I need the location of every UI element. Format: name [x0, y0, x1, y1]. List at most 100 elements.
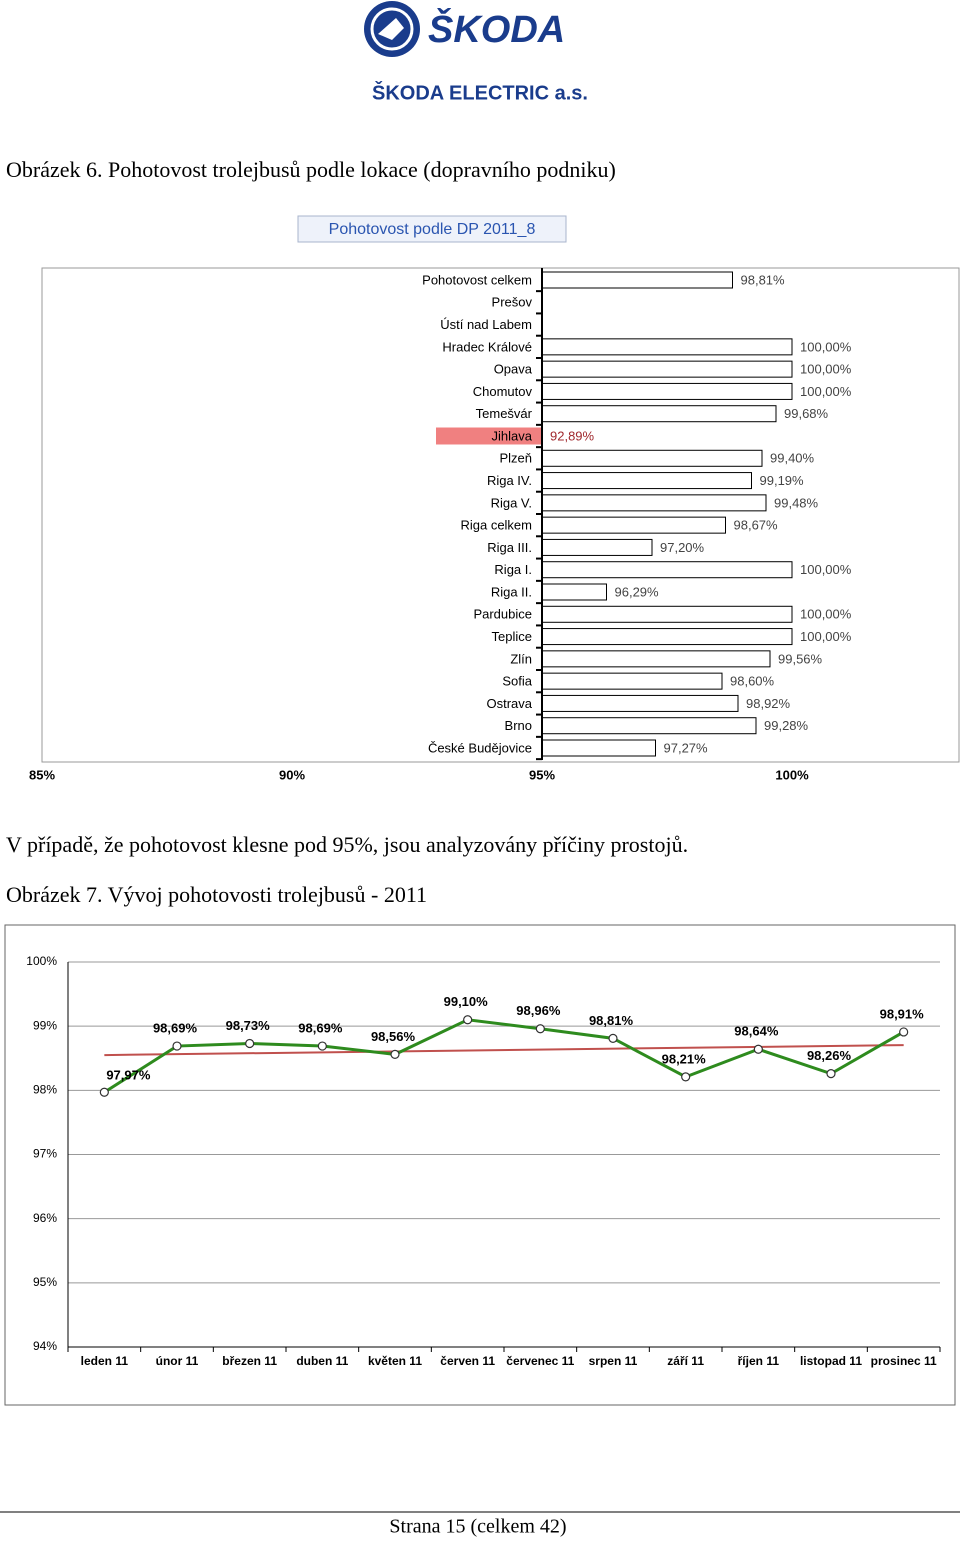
bar: [541, 561, 793, 579]
bar: [541, 382, 793, 400]
category-label: Riga III.: [487, 540, 532, 555]
bar: [541, 583, 607, 601]
x-tick-label: srpen 11: [588, 1354, 638, 1368]
x-tick-label: březen 11: [222, 1354, 277, 1368]
category-label: Pohotovost celkem: [422, 272, 532, 287]
category-label: Jihlava: [492, 428, 533, 443]
chart-title: Pohotovost podle DP 2011_8: [329, 221, 536, 238]
value-label: 100,00%: [800, 362, 852, 377]
value-label: 98,64%: [734, 1024, 779, 1039]
value-label: 100,00%: [800, 384, 852, 399]
value-label: 98,67%: [734, 518, 779, 533]
bar: [541, 739, 656, 757]
x-tick-label-box: březen 11: [222, 1354, 277, 1368]
caption: Obrázek 7. Vývoj pohotovosti trolejbusů …: [6, 882, 427, 907]
x-tick-label-box: prosinec 11: [871, 1354, 937, 1368]
x-tick-label-box: duben 11: [296, 1354, 349, 1368]
y-tick-label: 95%: [33, 1275, 57, 1289]
company: ŠKODA ELECTRIC a.s.: [372, 80, 588, 104]
category-label: Brno: [505, 718, 532, 733]
trend-line: [104, 1044, 904, 1057]
bar: [541, 672, 723, 690]
bar: [541, 628, 793, 646]
value-label: 100,00%: [800, 607, 852, 622]
caption: Obrázek 6. Pohotovost trolejbusů podle l…: [6, 157, 616, 182]
x-tick-label: květen 11: [367, 1354, 422, 1368]
point: [390, 1049, 400, 1060]
x-tick-label: 90%: [279, 767, 305, 782]
value-label: 98,92%: [746, 696, 791, 711]
value-label: 100,00%: [800, 339, 852, 354]
bar: [541, 494, 767, 512]
bar: [541, 538, 653, 556]
y-tick-label: 97%: [33, 1147, 57, 1161]
value-label: 99,10%: [444, 994, 489, 1009]
value-label: 100,00%: [800, 629, 852, 644]
x-tick-label-box: květen 11: [367, 1354, 422, 1368]
bar: [541, 449, 763, 467]
bar: [541, 516, 726, 534]
point: [317, 1041, 327, 1051]
category-label: Hradec Králové: [442, 339, 532, 354]
y-tick-label: 96%: [33, 1211, 57, 1225]
value-label: 92,89%: [550, 428, 595, 443]
point: [681, 1072, 691, 1082]
category-label: Riga V.: [491, 495, 532, 510]
x-tick-label-box: červenec 11: [506, 1354, 575, 1368]
bar: [541, 472, 752, 490]
value-label: 98,96%: [516, 1003, 561, 1018]
category-label: Riga celkem: [460, 518, 532, 533]
x-tick-label-box: listopad 11: [799, 1354, 862, 1368]
value-label: 98,60%: [730, 674, 775, 689]
value-label: 99,56%: [778, 651, 823, 666]
value-label: 98,56%: [371, 1029, 416, 1044]
bar: [541, 360, 793, 378]
value-label: 99,68%: [784, 406, 829, 421]
series-line: [103, 1018, 905, 1094]
logo: [364, 1, 420, 57]
x-tick-label: červenec 11: [506, 1354, 575, 1368]
brand: ŠKODA: [428, 6, 565, 51]
x-tick-label-box: červen 11: [440, 1354, 496, 1368]
category-label: Riga II.: [491, 584, 532, 599]
value-label: 99,48%: [774, 495, 819, 510]
x-tick-label: červen 11: [440, 1354, 496, 1368]
y-tick-label: 100%: [26, 954, 57, 968]
caption: V případě, že pohotovost klesne pod 95%,…: [6, 832, 688, 857]
point: [172, 1041, 182, 1051]
value-label: 99,40%: [770, 451, 815, 466]
value-label: 98,73%: [226, 1018, 271, 1033]
bar: [541, 405, 777, 423]
category-label: Prešov: [492, 295, 533, 310]
value-label: 98,69%: [298, 1020, 343, 1035]
x-tick-label: 95%: [529, 767, 555, 782]
bar: [541, 338, 793, 356]
logo-ring: [370, 7, 414, 51]
category-label: Riga I.: [494, 562, 532, 577]
category-label: Pardubice: [473, 607, 532, 622]
category-label: Sofia: [502, 674, 532, 689]
category-label: Temešvár: [476, 406, 533, 421]
bar: [541, 650, 771, 668]
chart-frame: [4, 924, 956, 1406]
value-label: 97,97%: [106, 1068, 151, 1083]
category-label: Teplice: [492, 629, 532, 644]
x-tick-label-box: leden 11: [81, 1354, 128, 1368]
category-label: Zlín: [510, 651, 532, 666]
point: [99, 1087, 109, 1097]
title-box: [297, 215, 567, 243]
value-label: 98,21%: [662, 1051, 707, 1066]
bar: [541, 694, 739, 712]
y-tick-label: 98%: [33, 1083, 57, 1097]
point: [753, 1044, 763, 1054]
point: [245, 1038, 255, 1049]
category-label: Chomutov: [473, 384, 533, 399]
point: [463, 1015, 473, 1025]
x-tick-label: duben 11: [296, 1354, 349, 1368]
value-label: 98,69%: [153, 1020, 198, 1035]
x-tick-label: listopad 11: [799, 1354, 862, 1368]
x-tick-label: 85%: [29, 767, 55, 782]
bar: [541, 271, 733, 289]
